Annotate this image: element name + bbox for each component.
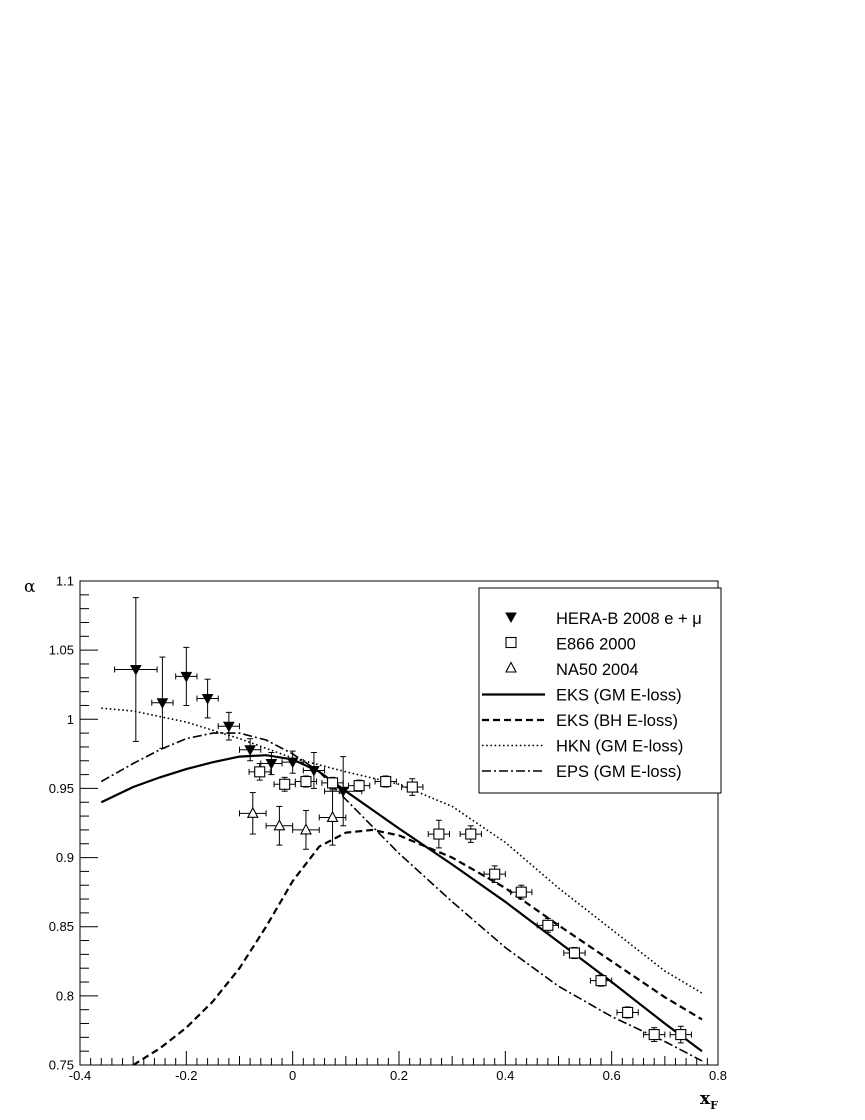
y-tick-label: 1.1 bbox=[56, 574, 74, 589]
legend-entry-5: HKN (GM E-loss) bbox=[482, 738, 683, 756]
x-tick-label: -0.4 bbox=[69, 1068, 91, 1083]
legend-entry-0: HERA-B 2008 e + μ bbox=[505, 610, 702, 628]
series-1 bbox=[248, 763, 692, 1044]
x-axis-label-subscript: F bbox=[710, 1099, 718, 1112]
legend-marker bbox=[505, 661, 517, 673]
data-point bbox=[273, 819, 286, 831]
data-point bbox=[489, 868, 501, 880]
series-2 bbox=[239, 789, 347, 850]
data-point bbox=[201, 694, 214, 705]
legend-entry-1: E866 2000 bbox=[505, 636, 636, 654]
legend-entry-2: NA50 2004 bbox=[505, 661, 639, 679]
y-tick-label: 0.95 bbox=[49, 781, 74, 796]
data-point bbox=[279, 778, 291, 790]
legend-label: EKS (BH E-loss) bbox=[556, 712, 678, 730]
y-tick-label: 0.85 bbox=[49, 919, 74, 934]
data-point bbox=[406, 781, 418, 793]
data-point bbox=[244, 745, 256, 756]
y-tick-label: 1.05 bbox=[49, 643, 74, 658]
legend-entry-4: EKS (BH E-loss) bbox=[482, 712, 678, 730]
y-tick-label: 0.75 bbox=[49, 1058, 74, 1073]
data-point bbox=[156, 698, 169, 709]
legend: HERA-B 2008 e + μ E866 2000 NA50 2004 EKS (… bbox=[478, 587, 722, 794]
x-tick-label: -0.2 bbox=[175, 1068, 197, 1083]
y-tick-label: 0.8 bbox=[56, 988, 74, 1003]
curve-0 bbox=[100, 754, 703, 1053]
legend-marker bbox=[505, 612, 517, 624]
data-point bbox=[300, 775, 312, 788]
curve-1 bbox=[132, 828, 703, 1065]
data-point bbox=[254, 766, 266, 778]
legend-box bbox=[478, 587, 722, 794]
curve-3 bbox=[100, 732, 703, 1062]
legend-marker bbox=[505, 636, 517, 649]
x-axis-label: xF bbox=[700, 1089, 718, 1112]
data-point bbox=[180, 671, 193, 683]
x-tick-label: 0.6 bbox=[603, 1068, 621, 1083]
legend-label: E866 2000 bbox=[556, 636, 636, 654]
curve-2 bbox=[101, 707, 703, 994]
legend-label: EPS (GM E-loss) bbox=[556, 763, 682, 781]
legend-label: HKN (GM E-loss) bbox=[556, 738, 683, 756]
data-point bbox=[380, 775, 392, 788]
data-point bbox=[465, 828, 477, 840]
x-tick-label: 0.2 bbox=[390, 1068, 408, 1083]
data-point bbox=[648, 1029, 660, 1041]
data-point bbox=[286, 757, 299, 769]
data-point bbox=[326, 777, 339, 789]
data-point bbox=[568, 947, 581, 959]
data-point bbox=[622, 1006, 634, 1019]
data-point bbox=[353, 780, 365, 792]
data-point bbox=[326, 810, 339, 823]
data-point bbox=[308, 765, 320, 777]
data-point bbox=[675, 1029, 687, 1041]
series-0 bbox=[114, 597, 363, 827]
data-point bbox=[515, 886, 527, 898]
y-axis-label: α bbox=[24, 577, 36, 597]
axes: xF α -0.4 -0.2 0 0.2 0.4 0.6 0.8 0.75 0.8 0.85 0.9… bbox=[24, 574, 727, 1113]
legend-label: HERA-B 2008 e + μ bbox=[556, 610, 702, 628]
legend-entry-6: EPS (GM E-loss) bbox=[482, 763, 682, 781]
y-tick-label: 1 bbox=[67, 712, 74, 727]
data-point bbox=[542, 919, 554, 931]
legend-label: NA50 2004 bbox=[556, 661, 639, 679]
data-point bbox=[300, 823, 312, 835]
data-point bbox=[246, 806, 259, 818]
data-point bbox=[265, 759, 278, 770]
plot-area bbox=[100, 597, 703, 1065]
x-tick-label: 0 bbox=[289, 1068, 296, 1083]
data-point bbox=[223, 721, 235, 733]
data-point bbox=[129, 665, 142, 676]
legend-label: EKS (GM E-loss) bbox=[556, 687, 682, 705]
legend-entry-3: EKS (GM E-loss) bbox=[482, 687, 682, 705]
data-point bbox=[433, 828, 445, 840]
data-point bbox=[595, 975, 607, 987]
x-tick-label: 0.8 bbox=[709, 1068, 727, 1083]
x-axis-label-main: x bbox=[700, 1089, 711, 1109]
y-tick-label: 0.9 bbox=[56, 850, 74, 865]
data-point bbox=[337, 786, 350, 798]
x-tick-label: 0.4 bbox=[496, 1068, 514, 1083]
